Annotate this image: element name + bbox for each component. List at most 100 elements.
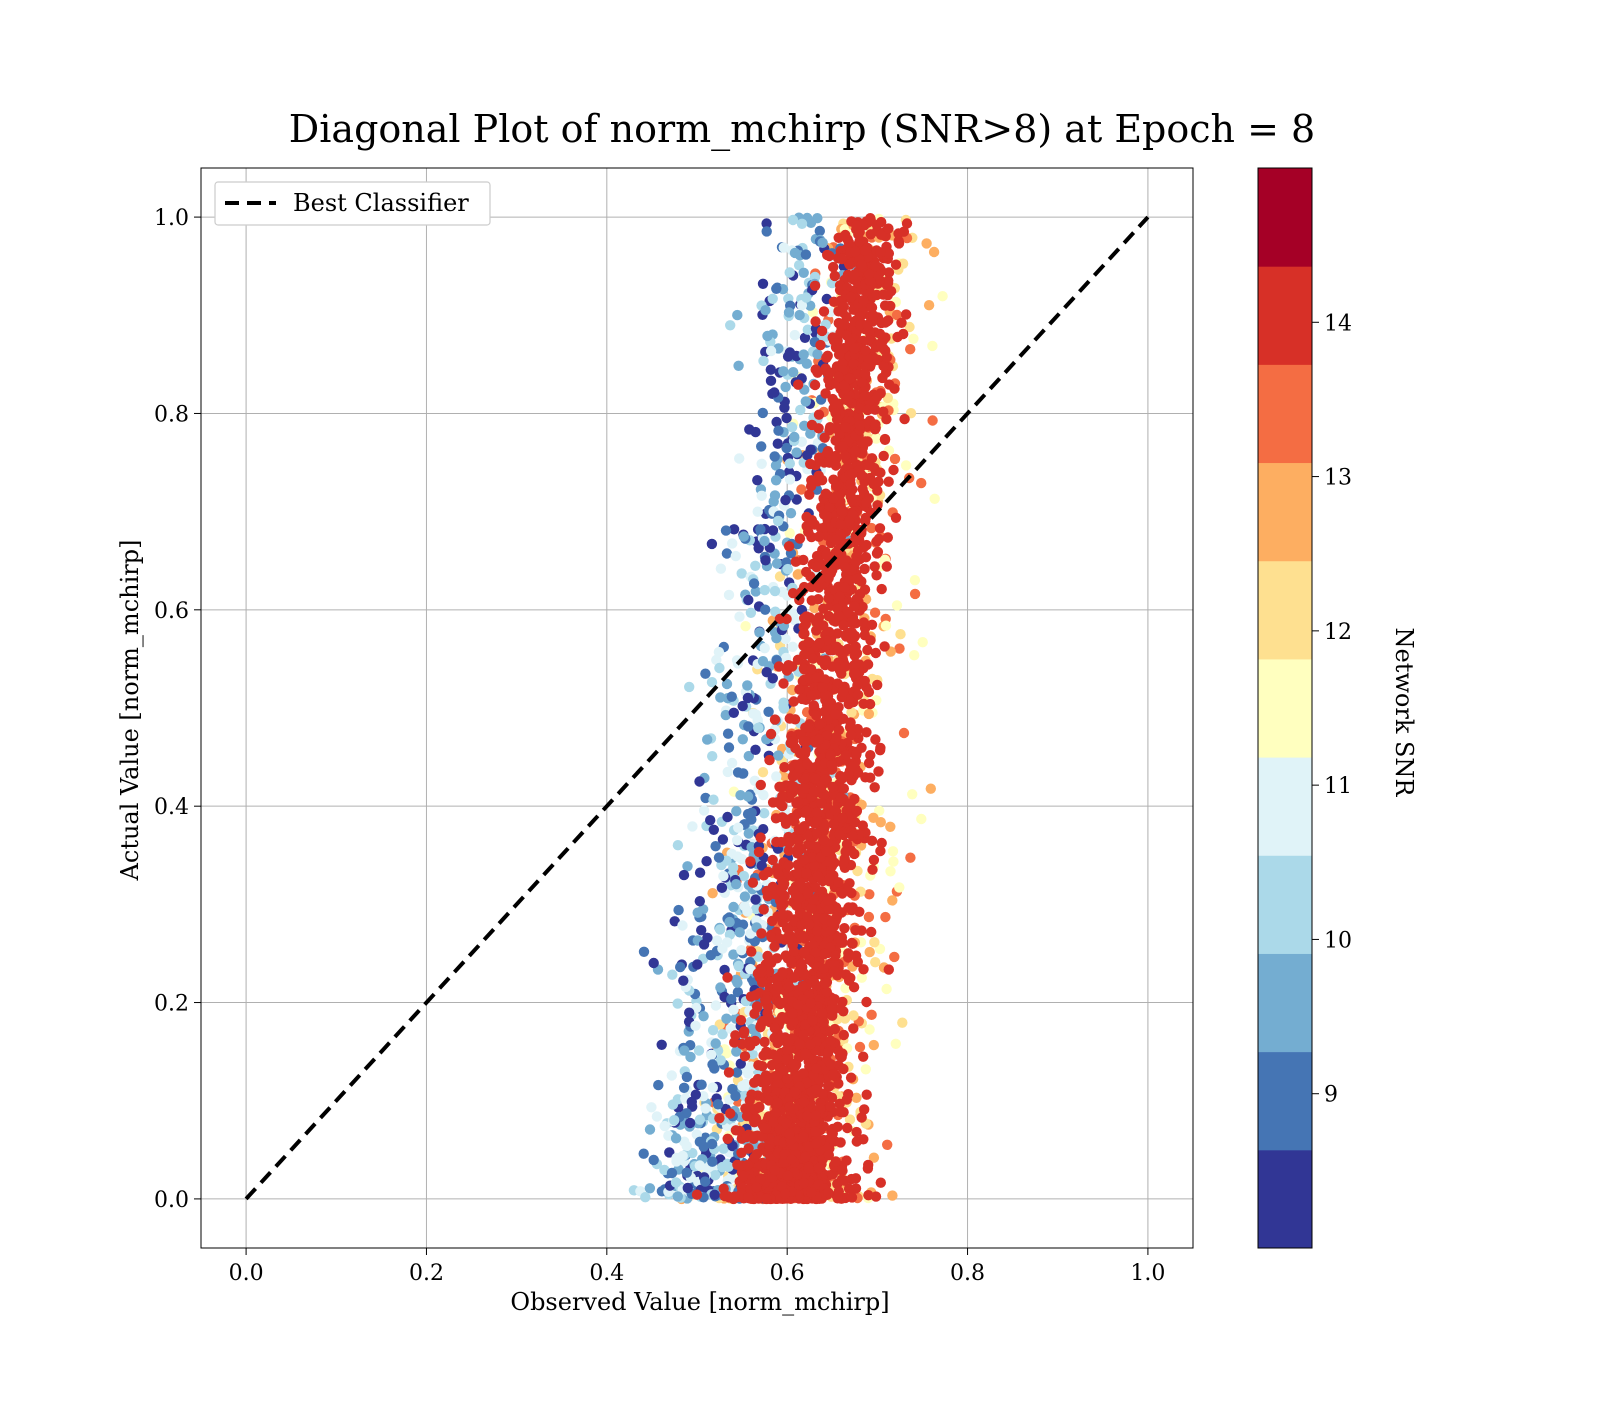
scatter-point bbox=[789, 972, 800, 983]
scatter-point bbox=[862, 1163, 874, 1174]
scatter-point bbox=[868, 812, 879, 823]
scatter-point bbox=[743, 594, 754, 606]
scatter-point bbox=[808, 786, 819, 797]
scatter-point bbox=[771, 283, 782, 294]
scatter-point bbox=[783, 660, 794, 671]
scatter-point bbox=[851, 1092, 862, 1104]
scatter-point bbox=[848, 269, 860, 280]
scatter-point bbox=[721, 678, 733, 690]
scatter-point bbox=[796, 484, 807, 495]
scatter-point bbox=[732, 987, 744, 998]
scatter-point bbox=[867, 864, 878, 875]
scatter-point bbox=[761, 218, 772, 229]
scatter-point bbox=[779, 402, 790, 413]
scatter-point bbox=[847, 468, 858, 479]
scatter-point bbox=[733, 960, 744, 972]
scatter-point bbox=[666, 1167, 678, 1179]
scatter-point bbox=[885, 300, 896, 312]
scatter-point bbox=[756, 860, 767, 871]
scatter-point bbox=[810, 672, 822, 683]
scatter-point bbox=[710, 1170, 721, 1181]
scatter-point bbox=[720, 525, 732, 536]
scatter-point bbox=[784, 474, 796, 485]
scatter-point bbox=[848, 358, 859, 369]
scatter-point bbox=[739, 1051, 751, 1062]
scatter-point bbox=[750, 586, 761, 597]
scatter-point bbox=[760, 305, 771, 316]
scatter-point bbox=[880, 345, 891, 356]
scatter-point bbox=[869, 782, 880, 793]
scatter-point bbox=[785, 955, 797, 966]
scatter-point bbox=[651, 1111, 663, 1122]
scatter-point bbox=[790, 556, 801, 567]
scatter-point bbox=[802, 888, 813, 899]
scatter-point bbox=[786, 934, 797, 945]
scatter-point bbox=[825, 1059, 836, 1070]
scatter-point bbox=[707, 1025, 719, 1036]
scatter-point bbox=[813, 734, 824, 745]
scatter-point bbox=[838, 1063, 849, 1075]
scatter-point bbox=[773, 750, 784, 761]
scatter-point bbox=[858, 295, 869, 306]
scatter-point bbox=[898, 226, 910, 237]
y-tick-label: 0.0 bbox=[154, 1188, 189, 1213]
scatter-point bbox=[707, 888, 718, 899]
scatter-point bbox=[803, 637, 814, 648]
scatter-point bbox=[851, 1126, 862, 1138]
scatter-point bbox=[702, 734, 713, 745]
scatter-point bbox=[801, 292, 812, 303]
scatter-point bbox=[888, 856, 899, 867]
scatter-point bbox=[891, 309, 903, 321]
scatter-point bbox=[773, 425, 784, 436]
scatter-point bbox=[781, 442, 792, 454]
scatter-point bbox=[766, 932, 777, 943]
scatter-point bbox=[732, 851, 743, 862]
scatter-point bbox=[731, 1046, 742, 1057]
y-tick-label: 0.4 bbox=[154, 795, 189, 820]
scatter-point bbox=[874, 328, 886, 339]
scatter-point bbox=[768, 496, 779, 507]
scatter-point bbox=[800, 396, 811, 407]
scatter-point bbox=[780, 381, 791, 393]
x-axis-ticks: 0.0 0.2 0.4 0.6 0.8 1.0 bbox=[229, 1248, 1165, 1286]
scatter-point bbox=[770, 460, 782, 471]
scatter-point bbox=[823, 904, 834, 915]
scatter-point bbox=[687, 1147, 698, 1159]
scatter-point bbox=[823, 1187, 834, 1198]
scatter-point bbox=[810, 1138, 822, 1149]
scatter-point bbox=[833, 349, 845, 360]
scatter-point bbox=[869, 937, 880, 948]
scatter-point bbox=[715, 1055, 726, 1066]
scatter-point bbox=[726, 994, 737, 1005]
scatter-point bbox=[745, 607, 757, 618]
scatter-point bbox=[827, 493, 839, 504]
scatter-point bbox=[706, 677, 718, 688]
scatter-point bbox=[788, 696, 799, 707]
scatter-point bbox=[794, 684, 805, 695]
scatter-point bbox=[863, 757, 875, 769]
scatter-point bbox=[801, 566, 812, 578]
scatter-point bbox=[852, 956, 863, 968]
scatter-point bbox=[743, 750, 754, 762]
scatter-point bbox=[745, 963, 756, 975]
scatter-point bbox=[807, 653, 819, 664]
scatter-point bbox=[856, 377, 867, 388]
scatter-point bbox=[845, 972, 856, 984]
scatter-point bbox=[782, 1170, 794, 1182]
scatter-point bbox=[677, 920, 688, 931]
scatter-point bbox=[863, 708, 875, 720]
scatter-point bbox=[890, 1038, 901, 1050]
scatter-point bbox=[730, 1125, 742, 1136]
scatter-point bbox=[696, 925, 707, 936]
scatter-point bbox=[868, 854, 880, 866]
scatter-point bbox=[767, 854, 778, 866]
scatter-point bbox=[723, 589, 735, 601]
colorbar-segment bbox=[1258, 168, 1312, 267]
scatter-point bbox=[818, 834, 829, 846]
scatter-point bbox=[875, 845, 886, 857]
scatter-point bbox=[858, 617, 869, 628]
scatter-point bbox=[830, 480, 842, 492]
scatter-point bbox=[928, 246, 940, 258]
scatter-point bbox=[814, 718, 825, 730]
scatter-point bbox=[789, 431, 800, 443]
